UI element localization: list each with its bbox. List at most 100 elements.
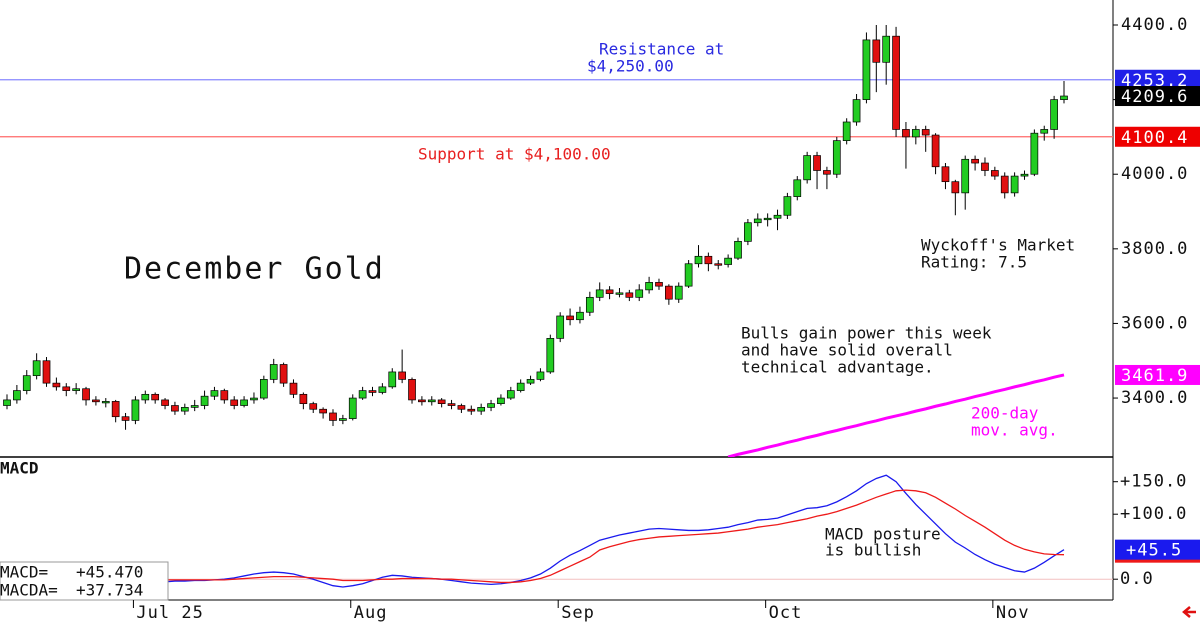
candle-body <box>72 388 80 391</box>
y-tick-label: +100.0 <box>1120 504 1187 524</box>
nav-arrow <box>1182 606 1196 618</box>
candle-body <box>487 403 495 408</box>
candle-body <box>13 390 21 401</box>
price-tag-label: 4100.4 <box>1121 128 1188 148</box>
candle-body <box>190 405 199 408</box>
price-tag-label: 3461.9 <box>1121 366 1188 386</box>
candle-body <box>121 416 130 421</box>
candle-body <box>329 412 337 421</box>
candle-body <box>714 263 723 266</box>
candle-body <box>240 399 248 406</box>
macd-tag <box>1115 539 1200 560</box>
candle-body <box>941 166 950 183</box>
candle-body <box>921 129 930 136</box>
candle-body <box>783 196 792 216</box>
candle-body <box>981 162 989 171</box>
macd-tag-label: +45.5 <box>1126 541 1182 561</box>
candle-body <box>427 399 436 403</box>
candle-body <box>388 371 397 388</box>
candle-body <box>625 292 634 298</box>
candle-body <box>171 405 179 412</box>
candle-body <box>566 315 574 321</box>
candle-body <box>151 393 160 401</box>
price-tag-label: 4209.6 <box>1121 87 1188 107</box>
annotation: MACD posture <box>825 525 941 544</box>
candle-body <box>339 418 347 421</box>
candle-body <box>684 263 693 287</box>
candle-body <box>882 35 891 63</box>
candle-body <box>348 397 357 419</box>
candle-body <box>1020 173 1029 177</box>
candle-body <box>408 379 416 401</box>
macd-line <box>6 474 1065 588</box>
y-tick-label: 4000.0 <box>1121 164 1188 184</box>
candle-body <box>1050 99 1058 130</box>
candle-body <box>378 386 387 393</box>
candle-body <box>418 399 426 403</box>
candle-body <box>447 403 456 406</box>
candle-body <box>358 390 367 399</box>
price-panel <box>0 24 1113 457</box>
candle-body <box>635 289 644 298</box>
candle-body <box>961 158 970 194</box>
candle-body <box>131 399 140 421</box>
candle-body <box>477 407 486 412</box>
x-tick-label: Sep <box>561 603 595 623</box>
candle-body <box>852 99 861 123</box>
candle-body <box>734 241 742 259</box>
candle-body <box>1000 175 1009 194</box>
moving-average <box>727 373 1065 457</box>
candle-body <box>595 289 604 298</box>
candle-body <box>931 134 940 168</box>
candle-body <box>22 375 31 391</box>
candle-body <box>724 257 732 265</box>
overlay: Resistance at $4,250.00 Support at $4,10… <box>0 15 1200 623</box>
candle-body <box>437 399 446 405</box>
candle-body <box>744 222 752 242</box>
candle-body <box>536 371 545 380</box>
candle-body <box>1010 175 1019 194</box>
candle-body <box>506 390 515 399</box>
annotation: mov. avg. <box>971 421 1058 440</box>
candle-body <box>180 407 189 412</box>
candle-body <box>526 379 535 384</box>
candle-body <box>951 181 960 194</box>
annotation: Rating: 7.5 <box>921 253 1027 272</box>
candle-body <box>398 371 406 380</box>
candle-body <box>200 395 209 406</box>
candle-body <box>1040 129 1049 134</box>
candle-body <box>210 390 219 397</box>
candle-body <box>42 360 51 384</box>
candle-body <box>753 218 762 224</box>
candle-body <box>32 360 41 377</box>
chart-title: December Gold <box>124 252 385 287</box>
candle-body <box>1060 95 1068 100</box>
candle-body <box>269 364 278 380</box>
candle-body <box>467 408 476 412</box>
x-tick-label: Jul 25 <box>136 603 203 623</box>
candle-body <box>911 129 920 138</box>
candle-body <box>3 399 11 406</box>
y-tick-label: 3800.0 <box>1121 239 1188 259</box>
candle-body <box>763 217 772 221</box>
candle-body <box>813 155 821 171</box>
legend-box <box>0 561 169 601</box>
candle-body <box>872 39 881 63</box>
candle-body <box>655 282 663 287</box>
legend-value: +45.470 <box>76 563 143 582</box>
annotation: Bulls gain power this week <box>741 324 992 343</box>
candle-body <box>309 403 318 410</box>
candle-body <box>52 382 61 388</box>
candle-body <box>220 390 229 401</box>
candle-body <box>279 364 288 384</box>
candle-body <box>576 311 584 321</box>
annotation: 200-day <box>971 404 1039 423</box>
candle-body <box>902 129 910 138</box>
candle-body <box>803 155 812 181</box>
candle-body <box>842 121 851 141</box>
price-tag <box>1115 126 1200 147</box>
annotation: technical advantage. <box>741 358 934 377</box>
annotation: $4,250.00 <box>587 57 674 76</box>
